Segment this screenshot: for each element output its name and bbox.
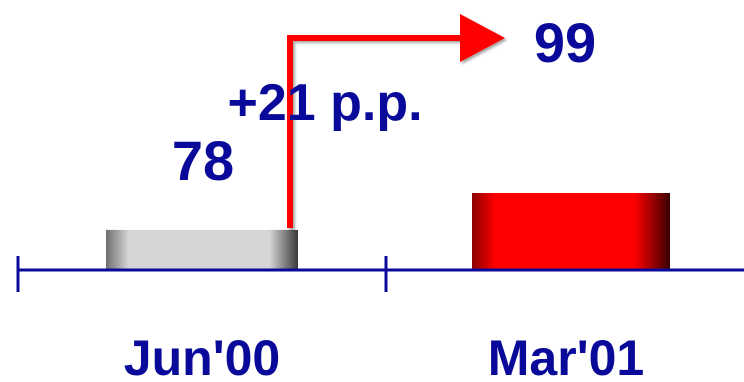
value-label-mar01: 99	[534, 11, 596, 74]
change-arrow-line	[287, 35, 475, 228]
category-label-jun00: Jun'00	[124, 330, 280, 382]
bar-jun00	[106, 229, 298, 270]
value-label-jun00: 78	[172, 129, 234, 192]
bar-mar01	[472, 193, 670, 270]
change-arrow-head	[460, 14, 505, 62]
change-arrow	[287, 14, 505, 228]
change-annotation: +21 p.p.	[227, 74, 422, 132]
category-label-mar01: Mar'01	[488, 330, 644, 382]
